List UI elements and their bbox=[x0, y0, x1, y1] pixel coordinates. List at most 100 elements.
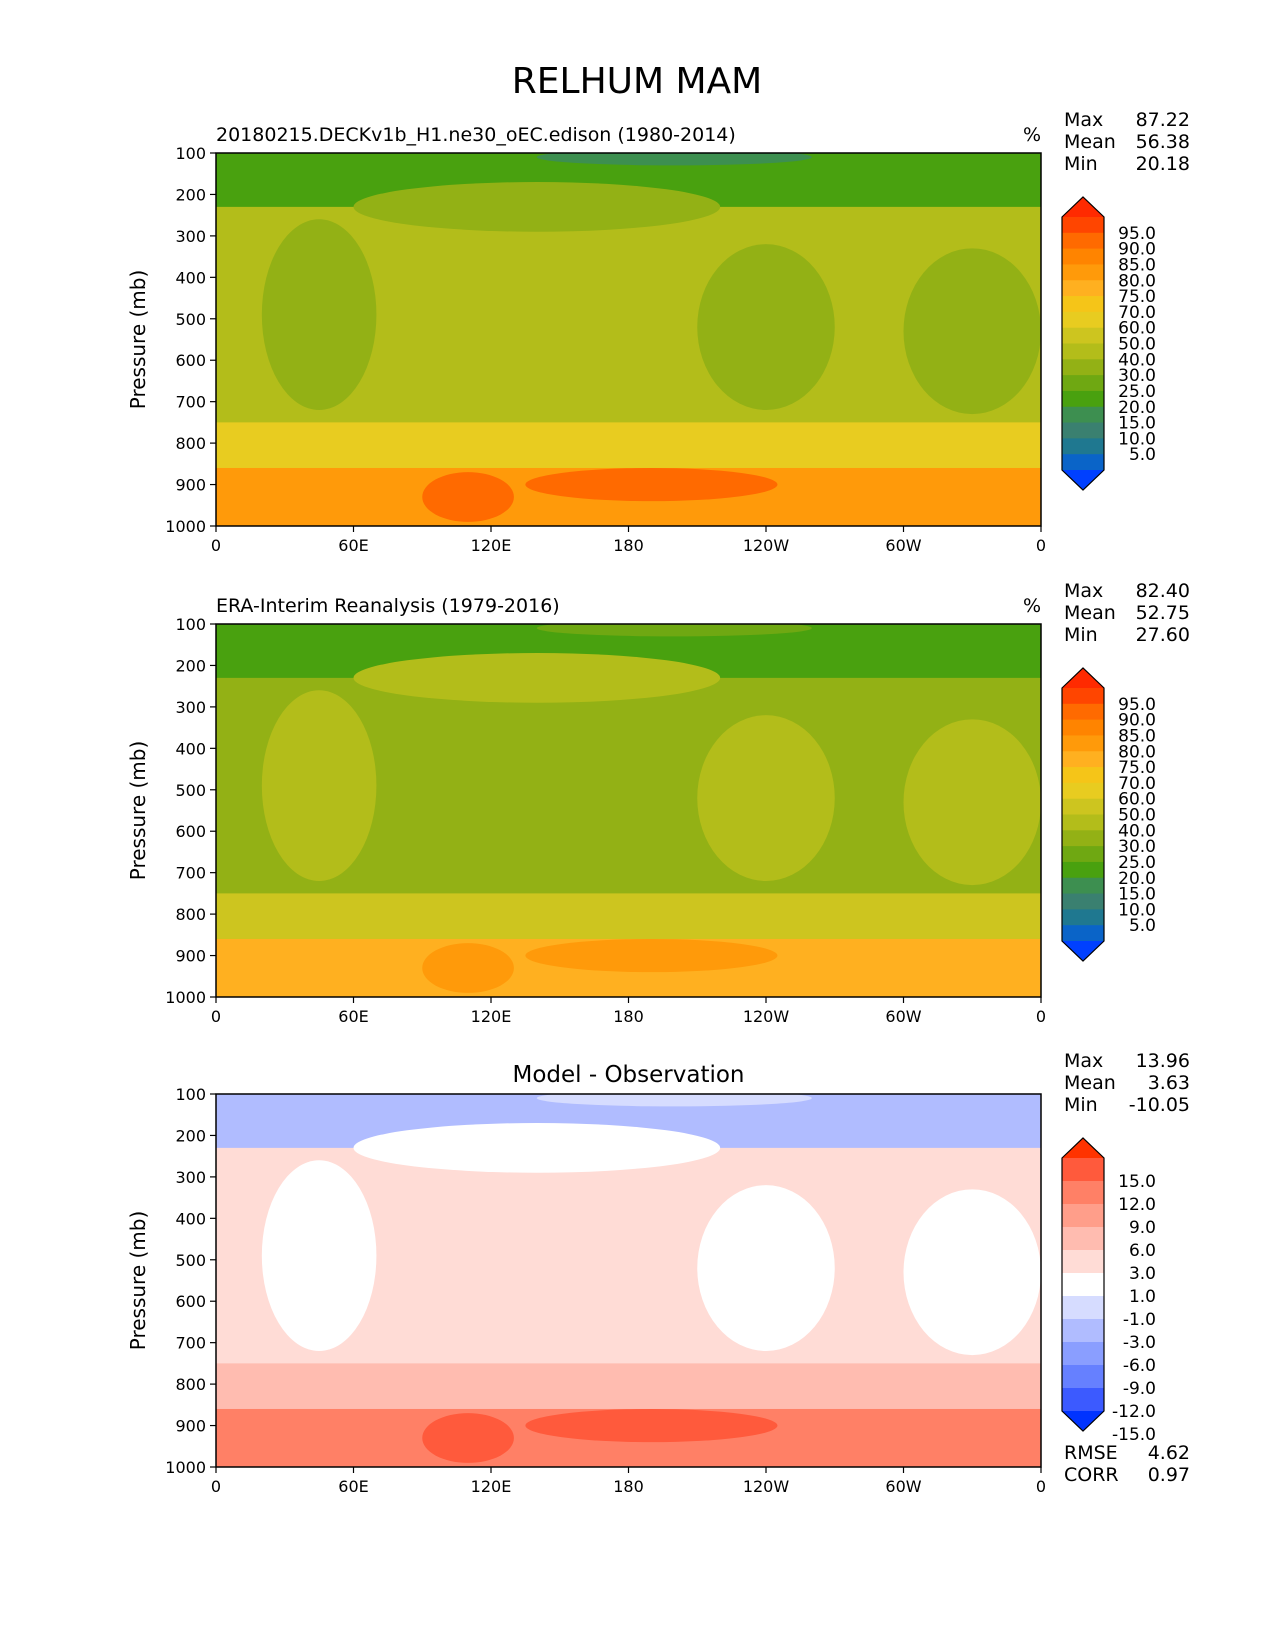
region-moist-core bbox=[525, 1408, 778, 1443]
stat-value: 27.60 bbox=[1136, 624, 1190, 646]
y-tick-label: 1000 bbox=[165, 517, 206, 536]
colorbar-swatch bbox=[1062, 861, 1104, 879]
colorbar-swatch bbox=[1062, 217, 1104, 234]
region-moist-core bbox=[525, 467, 778, 502]
x-tick-label: 0 bbox=[211, 1477, 221, 1496]
figure-title: RELHUM MAM bbox=[512, 61, 763, 102]
x-tick-label: 0 bbox=[1036, 536, 1046, 555]
colorbar-level: 12.0 bbox=[1118, 1195, 1156, 1215]
colorbar-level: 75.0 bbox=[1118, 758, 1156, 778]
units-label: % bbox=[1023, 124, 1041, 146]
y-tick-label: 800 bbox=[175, 434, 206, 453]
colorbar-swatch bbox=[1062, 767, 1104, 784]
y-axis-label: Pressure (mb) bbox=[126, 1211, 150, 1351]
colorbar-level: 40.0 bbox=[1118, 350, 1156, 370]
colorbar-level: -1.0 bbox=[1123, 1310, 1156, 1330]
colorbar-swatch bbox=[1062, 390, 1104, 408]
y-tick-label: 600 bbox=[175, 351, 206, 370]
region-upper-pacific bbox=[353, 1123, 721, 1173]
region-upper-deep bbox=[536, 1094, 812, 1107]
region-atlantic bbox=[903, 1189, 1041, 1356]
stat-value: 20.18 bbox=[1136, 153, 1190, 175]
colorbar-level: 15.0 bbox=[1118, 414, 1156, 434]
panel-3: 100 200 300 400 500 600 700 800 900 1000 0 60E 120E 1… bbox=[126, 1050, 1190, 1496]
colorbar-outline bbox=[1061, 1137, 1105, 1432]
region-upper-deep bbox=[536, 624, 812, 637]
y-tick-label: 600 bbox=[175, 822, 206, 841]
y-axis-label: Pressure (mb) bbox=[126, 741, 150, 881]
colorbar-swatch bbox=[1062, 814, 1104, 831]
region-upper-deep bbox=[536, 153, 812, 166]
panel-2: 100 200 300 400 500 600 700 800 900 1000 0 60E 120E 1… bbox=[126, 580, 1190, 1026]
x-tick-label: 0 bbox=[1036, 1007, 1046, 1026]
field bbox=[216, 624, 1041, 997]
colorbar-swatch bbox=[1062, 925, 1104, 942]
colorbar-swatch bbox=[1062, 719, 1104, 737]
region-moist-core bbox=[525, 938, 778, 973]
x-tick-label: 180 bbox=[613, 1477, 644, 1496]
colorbar-level: -15.0 bbox=[1112, 1425, 1156, 1445]
colorbar-level: 1.0 bbox=[1129, 1287, 1156, 1307]
units-label: % bbox=[1023, 595, 1041, 617]
x-tick-label: 120E bbox=[471, 536, 512, 555]
colorbar-swatch bbox=[1062, 877, 1104, 895]
y-tick-label: 800 bbox=[175, 1375, 206, 1394]
y-tick-label: 400 bbox=[175, 1209, 206, 1228]
colorbar-swatch bbox=[1062, 248, 1104, 266]
region-moist-maritime bbox=[422, 943, 514, 993]
colorbar-swatch bbox=[1062, 375, 1104, 392]
colorbar-level: 20.0 bbox=[1118, 398, 1156, 418]
colorbar-level: 5.0 bbox=[1129, 445, 1156, 465]
y-axis-label: Pressure (mb) bbox=[126, 270, 150, 410]
region-moist-maritime bbox=[422, 1413, 514, 1463]
region-east-pacific bbox=[697, 715, 835, 881]
region-upper-pacific bbox=[353, 182, 721, 232]
colorbar-bottom-arrow bbox=[1062, 470, 1104, 490]
colorbar: 95.090.085.080.075.070.060.050.040.030.0… bbox=[1061, 196, 1156, 491]
x-tick-label: 120W bbox=[743, 536, 790, 555]
colorbar-swatch bbox=[1062, 311, 1104, 329]
colorbar-top-arrow bbox=[1062, 1138, 1104, 1158]
colorbar-swatch bbox=[1062, 798, 1104, 816]
colorbar-swatch bbox=[1062, 280, 1104, 297]
x-tick-label: 120W bbox=[743, 1007, 790, 1026]
region-east-pacific bbox=[697, 244, 835, 410]
stat-label: Mean bbox=[1064, 131, 1116, 153]
colorbar-swatch bbox=[1062, 264, 1104, 281]
colorbar-swatch bbox=[1062, 893, 1104, 910]
y-tick-label: 1000 bbox=[165, 1458, 206, 1477]
colorbar-swatch bbox=[1062, 1158, 1104, 1182]
y-tick-label: 700 bbox=[175, 1334, 206, 1353]
panel-1: 100 200 300 400 500 600 700 800 900 1000 0 60E 120E 1… bbox=[126, 109, 1190, 555]
colorbar-swatch bbox=[1062, 1181, 1104, 1205]
colorbar-swatch bbox=[1062, 751, 1104, 768]
colorbar-swatch bbox=[1062, 406, 1104, 424]
panel-title: Model - Observation bbox=[512, 1062, 744, 1088]
stat-label: Max bbox=[1064, 109, 1103, 131]
colorbar-swatch bbox=[1062, 232, 1104, 250]
extra-stat-label: CORR bbox=[1064, 1464, 1119, 1486]
region-east-pacific bbox=[697, 1185, 835, 1351]
colorbar-swatch bbox=[1062, 1296, 1104, 1320]
colorbar-level: 85.0 bbox=[1118, 255, 1156, 275]
stat-label: Max bbox=[1064, 1050, 1103, 1072]
field bbox=[216, 153, 1041, 526]
y-tick-label: 100 bbox=[175, 1085, 206, 1104]
colorbar-swatch bbox=[1062, 846, 1104, 863]
colorbar-level: 3.0 bbox=[1129, 1264, 1156, 1284]
colorbar: 15.0 12.0 9.0 6.0 3.0 1.0 -1.0 -3.0 -6.0 -9.0 -12.… bbox=[1061, 1137, 1156, 1445]
colorbar-level: 25.0 bbox=[1118, 382, 1156, 402]
extra-stat-label: RMSE bbox=[1064, 1442, 1118, 1464]
x-tick-label: 60E bbox=[338, 1007, 368, 1026]
y-tick-label: 900 bbox=[175, 1417, 206, 1436]
y-tick-label: 200 bbox=[175, 1126, 206, 1145]
y-tick-label: 900 bbox=[175, 947, 206, 966]
y-tick-label: 500 bbox=[175, 310, 206, 329]
y-tick-label: 100 bbox=[175, 144, 206, 163]
y-tick-label: 300 bbox=[175, 1168, 206, 1187]
y-tick-label: 400 bbox=[175, 268, 206, 287]
colorbar-level: -12.0 bbox=[1112, 1402, 1156, 1422]
colorbar-level: -9.0 bbox=[1123, 1379, 1156, 1399]
colorbar-level: 15.0 bbox=[1118, 1172, 1156, 1192]
